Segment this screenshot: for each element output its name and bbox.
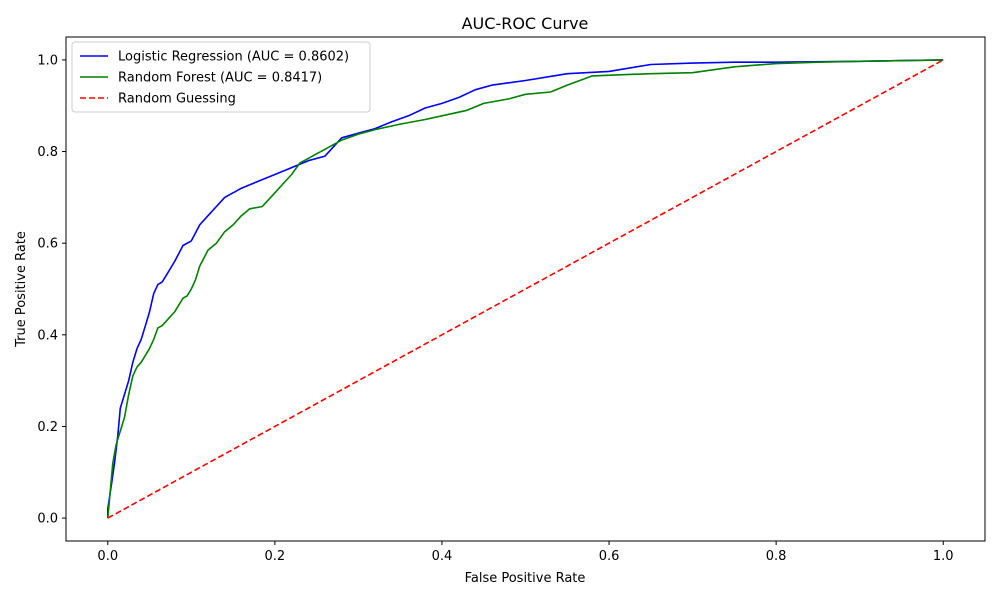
x-tick-label: 1.0 [933, 549, 954, 564]
series-layer [107, 59, 944, 519]
x-tick-label: 0.6 [599, 549, 620, 564]
series-line-2 [107, 59, 944, 519]
y-tick-label: 1.0 [37, 53, 58, 68]
legend-box [71, 41, 371, 113]
plot-frame [65, 36, 986, 542]
legend-label-0: Logistic Regression (AUC = 0.8602) [118, 50, 349, 65]
y-tick-label: 0.4 [37, 328, 58, 343]
y-axis-ticks: 0.0 0.2 0.4 0.6 0.8 1.0 [37, 53, 66, 527]
legend-label-2: Random Guessing [118, 92, 236, 107]
legend: Logistic Regression (AUC = 0.8602) Random… [71, 41, 371, 113]
y-tick-label: 0.6 [37, 237, 58, 252]
chart-title: AUC-ROC Curve [462, 14, 589, 33]
y-tick-label: 0.2 [37, 420, 58, 435]
legend-label-1: Random Forest (AUC = 0.8417) [118, 71, 322, 86]
y-tick-label: 0.8 [37, 145, 58, 160]
x-axis-ticks: 0.0 0.2 0.4 0.6 0.8 1.0 [97, 541, 954, 564]
series-line-1 [107, 59, 944, 519]
x-tick-label: 0.0 [97, 549, 118, 564]
x-tick-label: 0.8 [766, 549, 787, 564]
series-line-0 [107, 59, 944, 519]
x-axis-label: False Positive Rate [465, 571, 586, 586]
y-axis-label: True Positive Rate [14, 231, 29, 348]
x-tick-label: 0.2 [265, 549, 286, 564]
x-tick-label: 0.4 [432, 549, 453, 564]
y-tick-label: 0.0 [37, 512, 58, 527]
